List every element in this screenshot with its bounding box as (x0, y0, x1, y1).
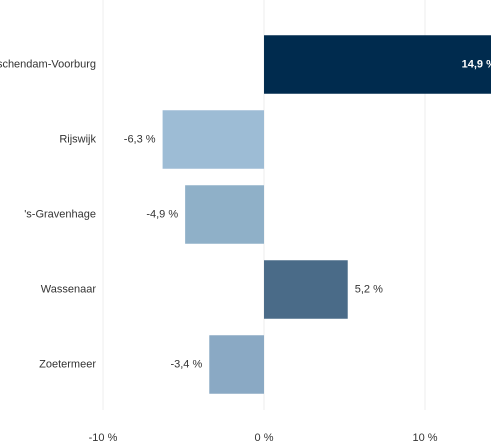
bar (185, 185, 265, 244)
value-label: -6,3 % (124, 133, 156, 145)
x-tick-label: 0 % (255, 432, 274, 444)
category-label: 's-Gravenhage (24, 208, 96, 220)
bar (264, 260, 348, 319)
value-label: -3,4 % (170, 358, 202, 370)
x-tick-label: -10 % (89, 432, 118, 444)
bar (209, 335, 265, 394)
value-label: -4,9 % (146, 208, 178, 220)
bar (162, 110, 265, 169)
category-label: Rijswijk (59, 133, 96, 145)
value-label: 14,9 % (462, 58, 491, 70)
value-label: 5,2 % (355, 283, 383, 295)
category-label: Leidschendam-Voorburg (0, 58, 96, 70)
bar (264, 35, 491, 94)
category-label: Wassenaar (41, 283, 97, 295)
category-label: Zoetermeer (39, 358, 96, 370)
x-tick-label: 10 % (412, 432, 437, 444)
